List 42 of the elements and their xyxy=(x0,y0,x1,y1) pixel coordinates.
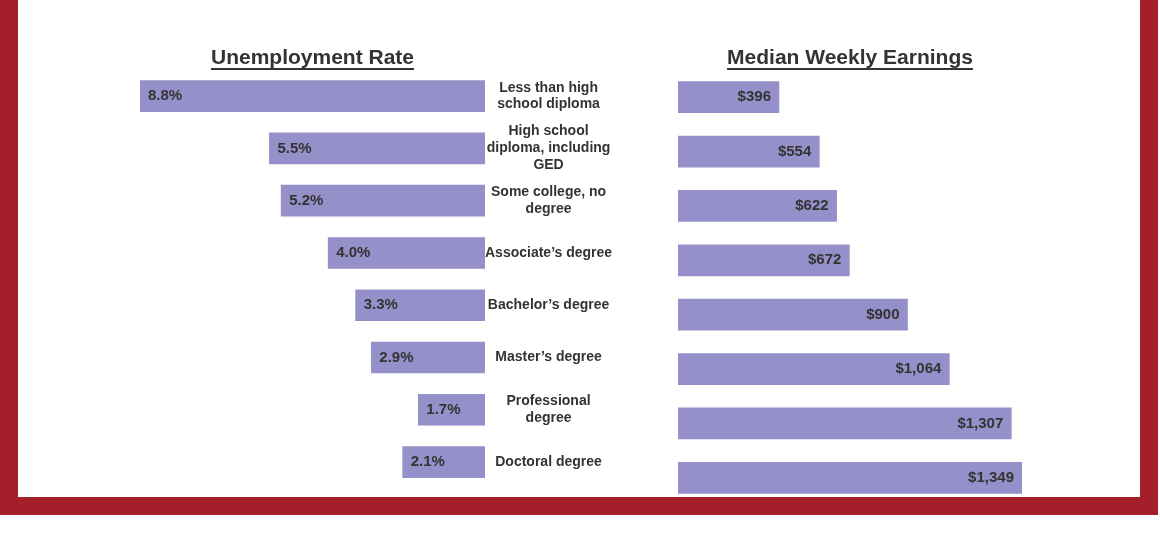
data-label: 5.5% xyxy=(277,138,312,156)
data-label: 1.7% xyxy=(426,399,461,417)
data-label: 3.3% xyxy=(363,295,398,313)
bar xyxy=(418,393,485,426)
data-label: $1,307 xyxy=(957,413,1004,431)
bar xyxy=(678,190,837,222)
y-tick-label: High school diploma, including GED xyxy=(486,122,611,173)
data-label: 2.1% xyxy=(410,452,445,470)
data-label: 8.8% xyxy=(148,86,183,104)
data-label: $1,064 xyxy=(895,359,942,377)
bar xyxy=(280,184,485,217)
y-tick-label: Doctoral degree xyxy=(495,452,603,469)
bar xyxy=(678,244,850,277)
bar xyxy=(678,461,1022,494)
data-label: $396 xyxy=(737,87,771,105)
bar xyxy=(140,80,485,112)
bar xyxy=(327,237,485,269)
y-tick-label: Bachelor’s degree xyxy=(487,296,610,313)
bar xyxy=(370,341,485,374)
data-label: $900 xyxy=(866,304,900,322)
data-label: $622 xyxy=(795,196,829,214)
chart-title: Median Weekly Earnings xyxy=(727,45,973,68)
bar xyxy=(678,353,950,385)
data-label: $672 xyxy=(807,250,842,268)
bar xyxy=(402,446,485,478)
data-label: 5.2% xyxy=(289,190,324,208)
chart-title: Unemployment Rate xyxy=(210,45,415,68)
data-label: $554 xyxy=(777,141,812,159)
data-label: 4.0% xyxy=(336,243,371,261)
data-label: 2.9% xyxy=(379,347,414,365)
bar xyxy=(269,132,485,165)
y-tick-label: Associate’s degree xyxy=(485,243,613,260)
y-tick-label: Master’s degree xyxy=(495,348,603,365)
bar xyxy=(678,135,820,168)
bar xyxy=(678,81,780,114)
bar xyxy=(678,407,1012,440)
y-tick-label: Professional degree xyxy=(506,392,591,426)
bar xyxy=(355,289,485,322)
data-label: $1,349 xyxy=(968,467,1014,485)
y-tick-label: Less than high school diploma xyxy=(497,78,601,112)
y-tick-label: Some college, no degree xyxy=(490,183,607,216)
bar xyxy=(678,298,908,331)
